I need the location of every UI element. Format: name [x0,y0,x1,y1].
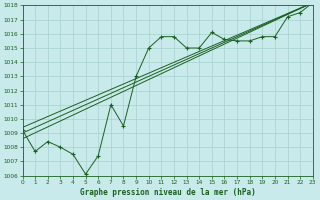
X-axis label: Graphe pression niveau de la mer (hPa): Graphe pression niveau de la mer (hPa) [80,188,256,197]
